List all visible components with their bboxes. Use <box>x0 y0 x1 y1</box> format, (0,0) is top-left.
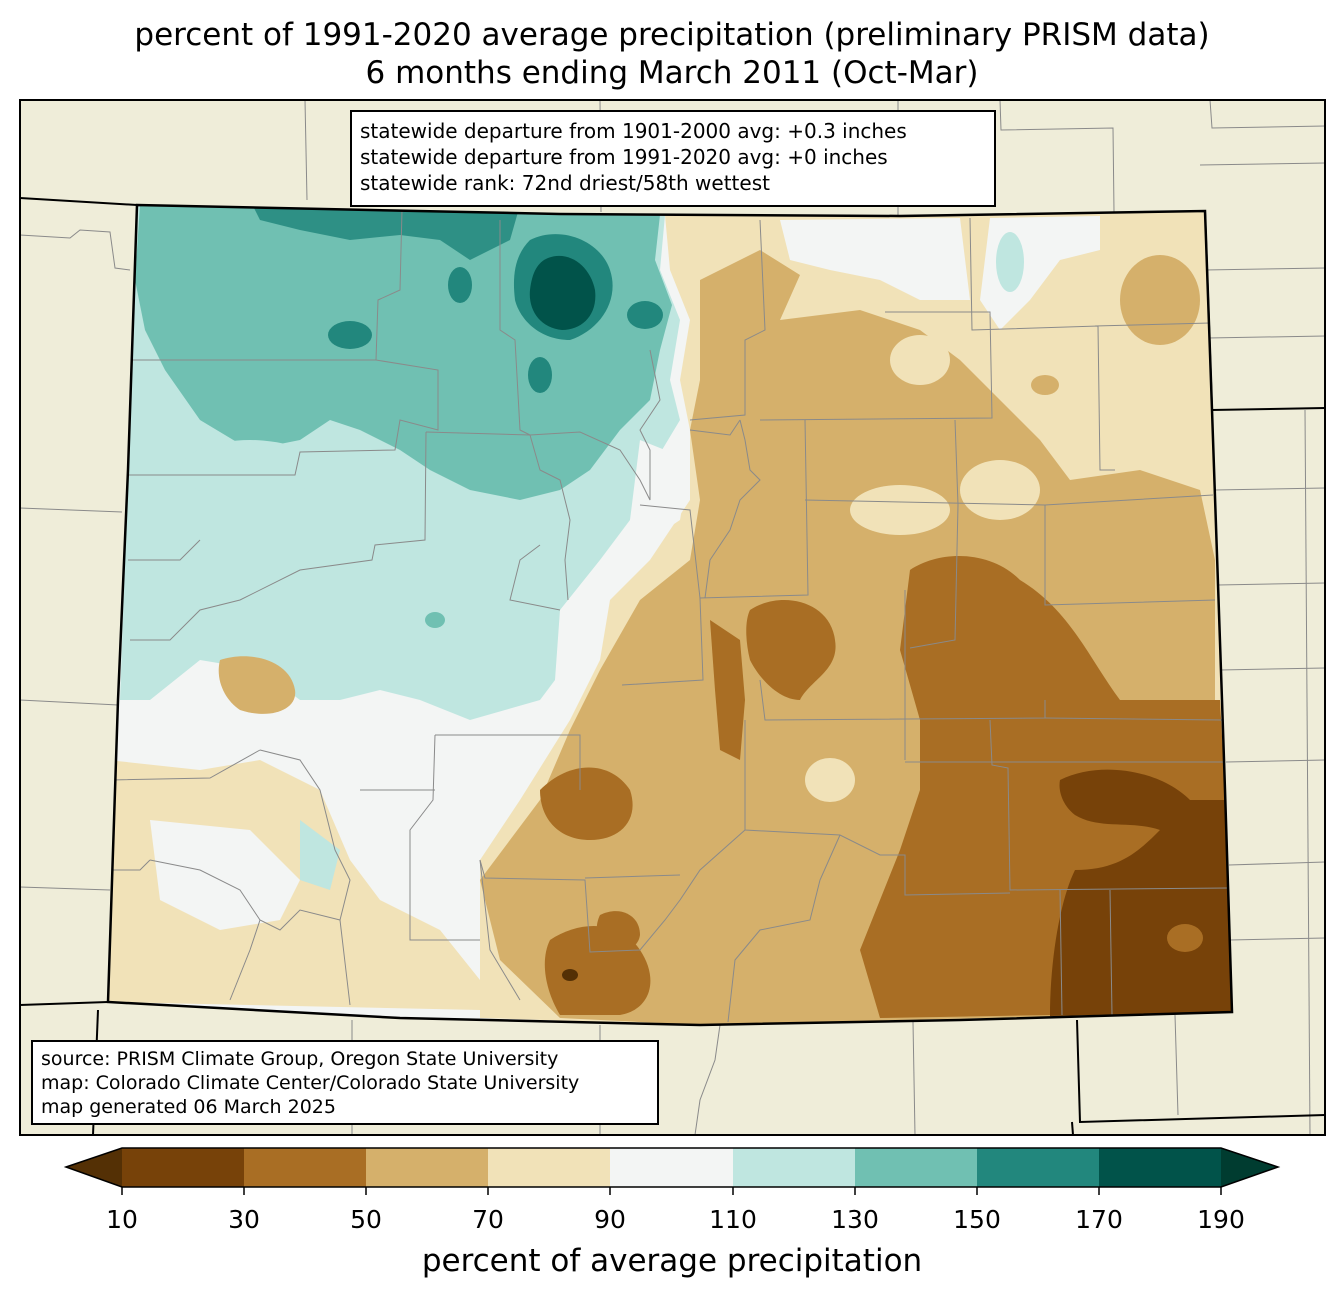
statewide-stats-box: statewide departure from 1901-2000 avg: … <box>350 110 996 207</box>
precipitation-field <box>108 205 1232 1025</box>
title-line-1: percent of 1991-2020 average precipitati… <box>134 17 1210 53</box>
colorbar-tick-label: 170 <box>1075 1205 1123 1234</box>
colorbar-tick-label: 90 <box>594 1205 626 1234</box>
colorbar-tick-label: 130 <box>831 1205 879 1234</box>
colorbar-bin-30-50 <box>244 1148 366 1187</box>
colorbar-bin-50-70 <box>366 1148 488 1187</box>
source-box: source: PRISM Climate Group, Oregon Stat… <box>31 1040 659 1125</box>
colorbar-tick-label: 150 <box>953 1205 1001 1234</box>
colorbar <box>63 1147 1281 1195</box>
colorbar-high-extend <box>1221 1148 1278 1187</box>
colorbar-bin-10-30 <box>122 1148 244 1187</box>
colorado-border <box>106 203 1234 1027</box>
title-line-2: 6 months ending March 2011 (Oct-Mar) <box>365 55 979 91</box>
colorbar-low-extend <box>66 1148 122 1187</box>
colorbar-tick-label: 50 <box>350 1205 382 1234</box>
colorbar-bin-130-150 <box>855 1148 977 1187</box>
colorbar-tick-label: 70 <box>472 1205 504 1234</box>
colorbar-bin-90-110 <box>610 1148 733 1187</box>
source-line-2: map: Colorado Climate Center/Colorado St… <box>41 1072 580 1094</box>
colorbar-tick-label: 110 <box>709 1205 757 1234</box>
colorbar-bin-70-90 <box>488 1148 610 1187</box>
stats-line-1: statewide departure from 1901-2000 avg: … <box>360 119 907 143</box>
colorbar-bin-170-190 <box>1099 1148 1221 1187</box>
colorbar-label: percent of average precipitation <box>421 1243 923 1279</box>
colorbar-tick-label: 30 <box>228 1205 260 1234</box>
colorbar-bin-150-170 <box>977 1148 1099 1187</box>
colorbar-tick-label: 190 <box>1197 1205 1245 1234</box>
source-line-1: source: PRISM Climate Group, Oregon Stat… <box>41 1048 559 1070</box>
colorbar-tick-label: 10 <box>106 1205 138 1234</box>
stats-line-2: statewide departure from 1991-2020 avg: … <box>360 145 888 169</box>
colorbar-bin-110-130 <box>733 1148 855 1187</box>
map-frame <box>19 99 1326 1136</box>
stats-line-3: statewide rank: 72nd driest/58th wettest <box>360 171 770 195</box>
source-line-3: map generated 06 March 2025 <box>41 1096 336 1118</box>
